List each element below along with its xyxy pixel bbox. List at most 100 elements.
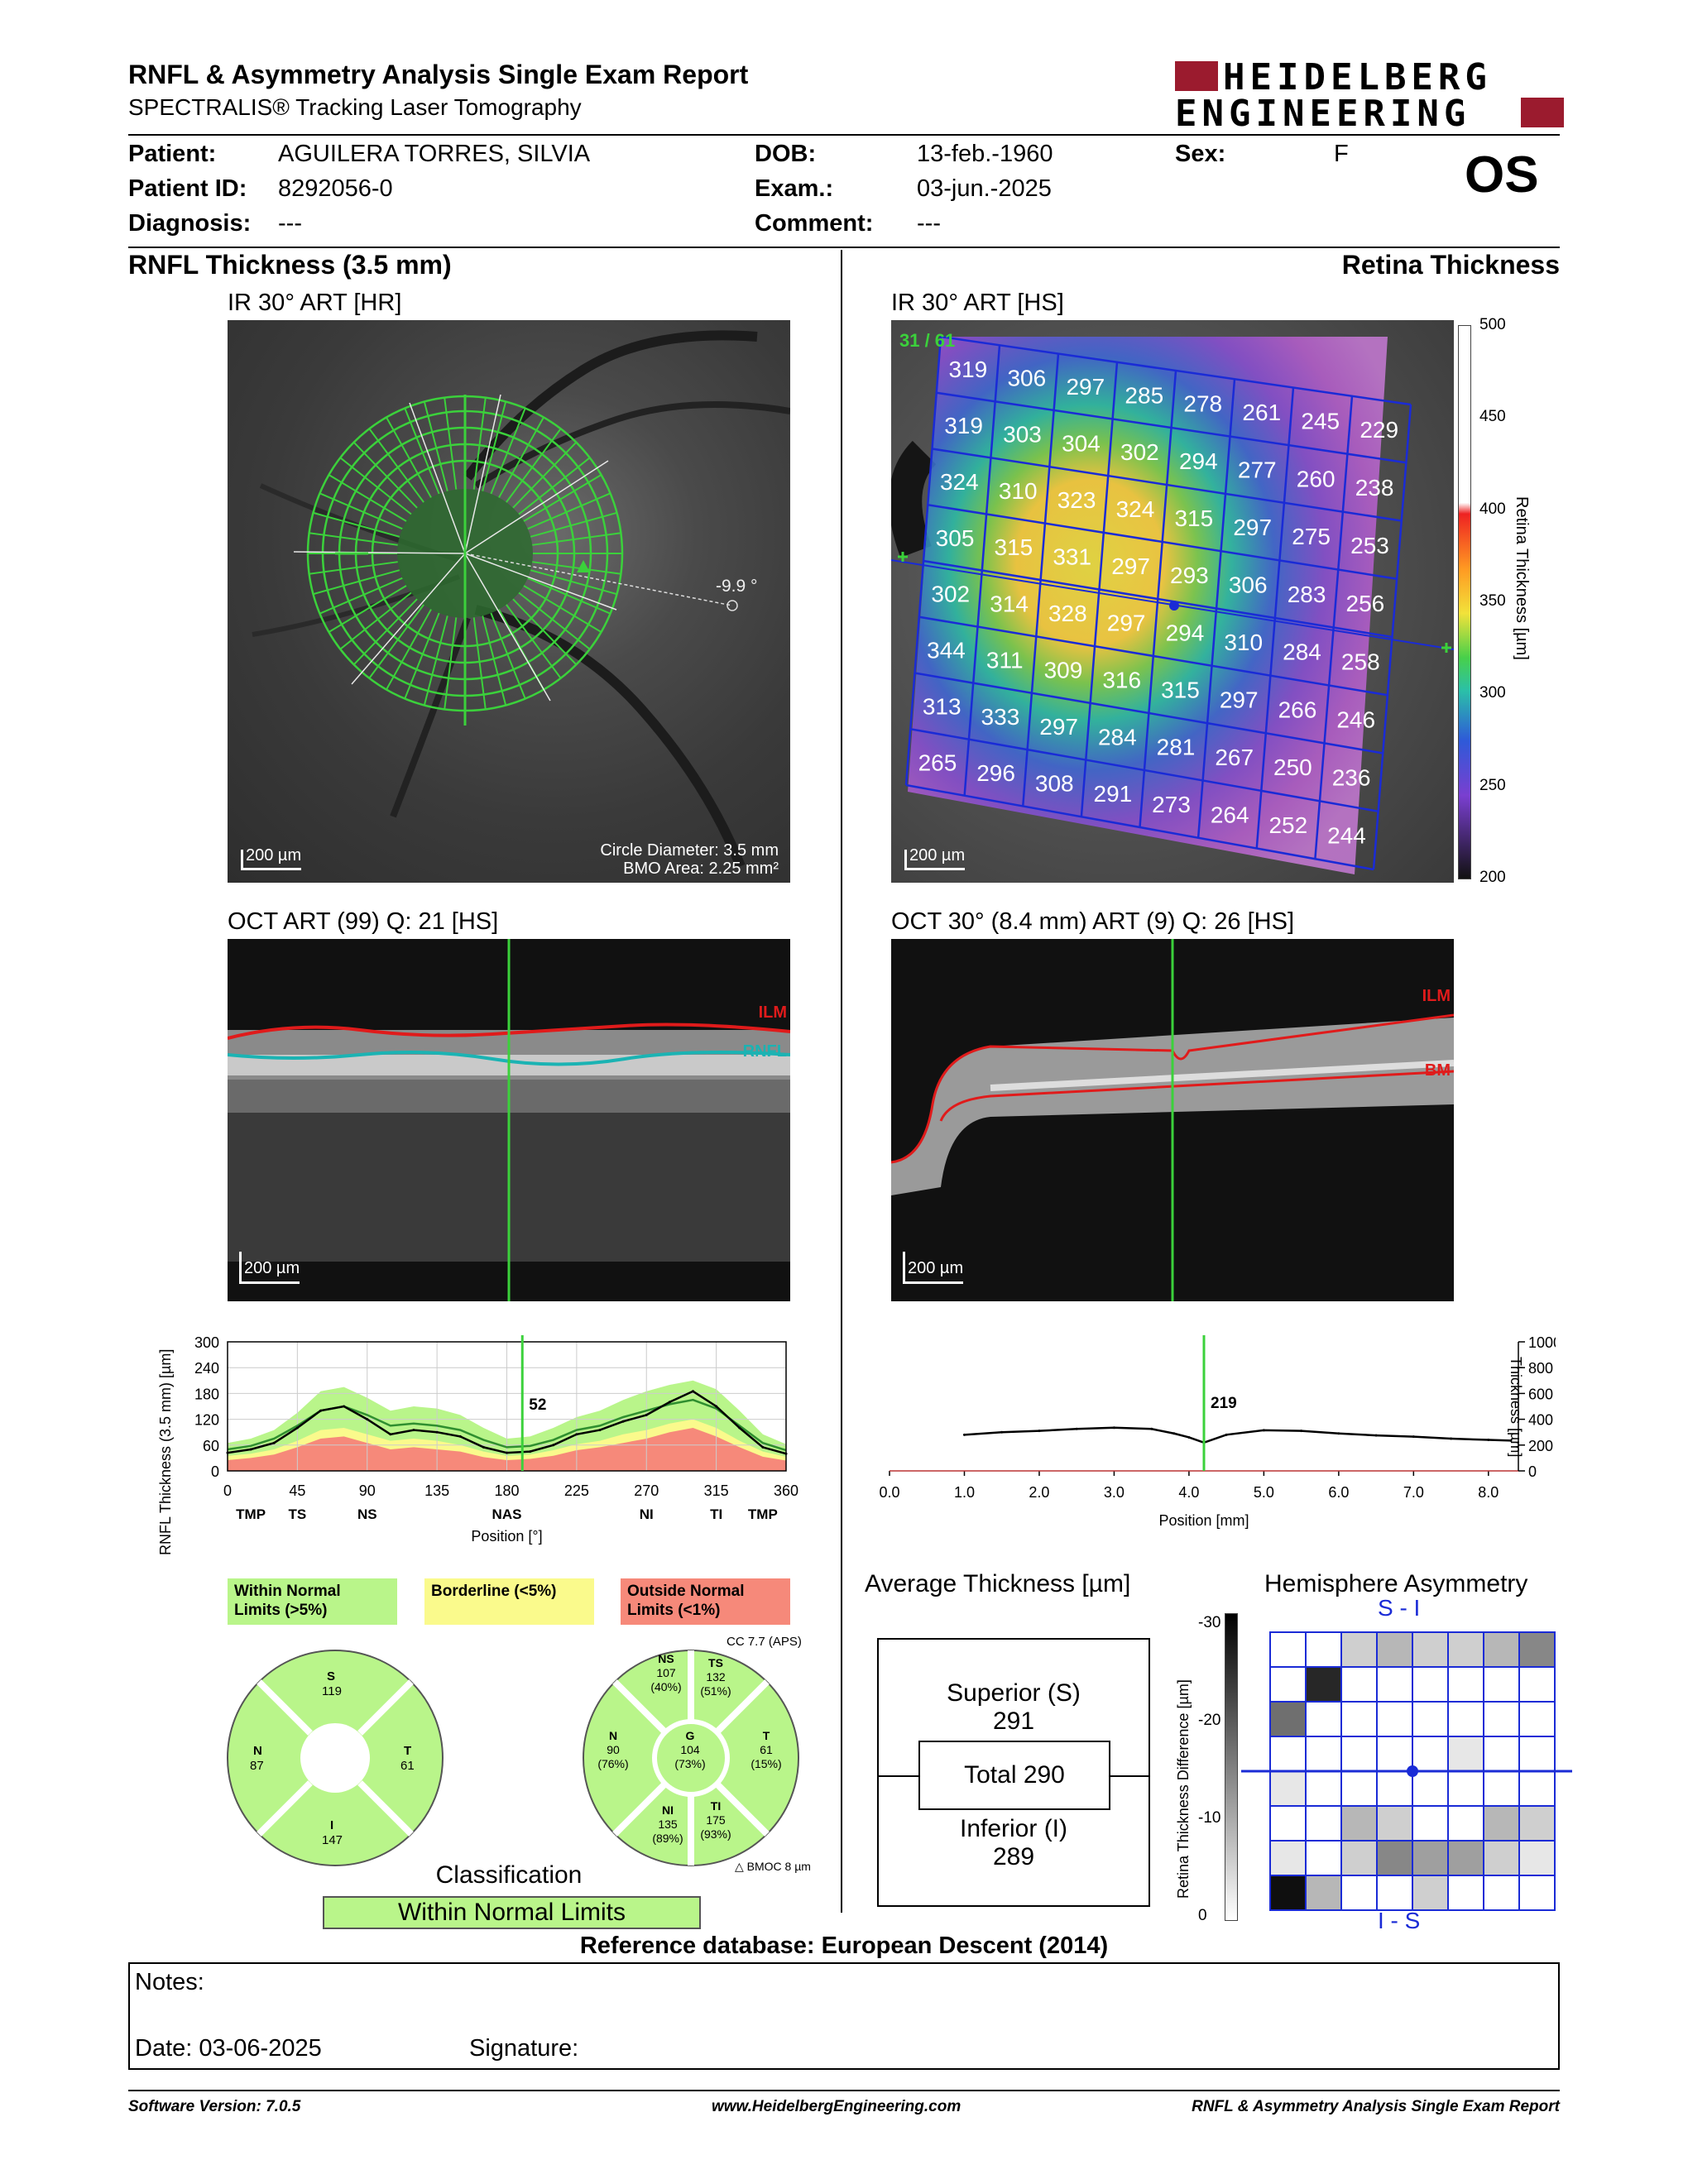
- y-tick-label: 240: [194, 1360, 219, 1377]
- data-point: [1487, 1439, 1490, 1442]
- sector-ts: TS 132 (51%): [700, 1656, 731, 1698]
- asymmetry-cell: [1412, 1736, 1449, 1772]
- grid-value: 297: [1111, 553, 1150, 579]
- grid-line: [1314, 395, 1354, 860]
- asymmetry-cell: [1269, 1770, 1307, 1807]
- thickness-colorbar: [1458, 325, 1471, 879]
- asymmetry-cell: [1269, 1875, 1307, 1911]
- y-tick-label: 200: [1528, 1438, 1553, 1454]
- scale-label: 200 µm: [246, 846, 302, 864]
- data-point: [1450, 1437, 1453, 1440]
- colorbar-tick-label: 500: [1479, 316, 1506, 333]
- sex-value: F: [1334, 141, 1349, 167]
- grid-value: 253: [1350, 533, 1389, 558]
- ir-angle-label: -9.9 °: [716, 577, 758, 596]
- scan-radial-line: [512, 441, 578, 509]
- sector-s-value: 119: [322, 1684, 342, 1698]
- dob-value: 13-feb.-1960: [917, 141, 1053, 167]
- grid-value: 261: [1242, 400, 1281, 425]
- grid-value: 314: [990, 591, 1029, 616]
- x-tick-label: 225: [564, 1482, 589, 1499]
- grid-line: [905, 783, 1374, 871]
- grid-value: 333: [981, 704, 1020, 730]
- plot-frame: [227, 1341, 787, 1472]
- scan-radial-line: [404, 612, 440, 699]
- x-tick-label: 135: [424, 1482, 449, 1499]
- asymmetry-cell: [1305, 1770, 1342, 1807]
- circle-diameter-label: Circle Diameter: 3.5 mm: [600, 841, 779, 860]
- grid-value: 266: [1278, 697, 1317, 722]
- hemisphere-asymmetry-title: Hemisphere Asymmetry: [1264, 1570, 1528, 1597]
- x-tick-label: 45: [289, 1482, 305, 1499]
- ir-scale-bar-right: 200 µm: [904, 847, 966, 870]
- legend-within-normal: Within Normal Limits (>5%): [228, 1578, 397, 1625]
- data-point: [645, 1413, 648, 1416]
- rnfl-profile-chart: 0 60 120 180 240 300 0 45 90 135 180 225 270 315 360 52…: [194, 1334, 798, 1545]
- grid-value: 264: [1211, 802, 1249, 827]
- grid-line: [1196, 379, 1236, 838]
- grid-value: 277: [1238, 457, 1277, 483]
- asymmetry-cell: [1269, 1631, 1307, 1668]
- sector-label: TS: [289, 1506, 307, 1522]
- total-thickness: Total 290: [918, 1741, 1110, 1810]
- diagnosis-label: Diagnosis:: [128, 210, 252, 237]
- x-tick-label: 8.0: [1478, 1484, 1499, 1501]
- data-point: [412, 1429, 415, 1432]
- asymmetry-cell: [1340, 1736, 1378, 1772]
- asymmetry-cell: [1483, 1666, 1520, 1703]
- data-point: [1337, 1432, 1340, 1435]
- sector-chart-six: [583, 1650, 799, 1866]
- y-tick-label: 600: [1528, 1386, 1553, 1402]
- data-point: [319, 1409, 322, 1412]
- data-point: [1172, 1432, 1176, 1435]
- scan-radial-line: [386, 609, 432, 691]
- y-tick-label: 180: [194, 1386, 219, 1402]
- x-tick-label: 4.0: [1178, 1484, 1199, 1501]
- asymmetry-cell: [1518, 1701, 1556, 1737]
- asymmetry-cell: [1376, 1875, 1413, 1911]
- scan-radial-line: [506, 604, 562, 679]
- superior-value: 291: [992, 1707, 1035, 1735]
- signature-label[interactable]: Signature:: [469, 2035, 579, 2062]
- sector-label: TI: [710, 1506, 722, 1522]
- data-point: [962, 1433, 966, 1436]
- asymmetry-top-label: S - I: [1378, 1595, 1421, 1621]
- data-point: [1000, 1430, 1004, 1434]
- grid-value: 284: [1098, 724, 1137, 750]
- inferior-label: Inferior (I): [959, 1815, 1068, 1842]
- notes-label[interactable]: Notes:: [135, 1969, 204, 1995]
- grid-value: 252: [1268, 812, 1307, 838]
- data-point: [552, 1444, 555, 1447]
- asymmetry-cell: [1269, 1840, 1307, 1876]
- x-tick-label: 90: [359, 1482, 376, 1499]
- grid-value: 229: [1360, 417, 1398, 443]
- scan-radial-line: [328, 474, 407, 522]
- patient-id-label: Patient ID:: [128, 175, 247, 202]
- asymmetry-cell: [1483, 1770, 1520, 1807]
- scan-radial-line: [352, 598, 418, 666]
- colorbar-tick-label: 200: [1479, 869, 1506, 886]
- ir-fundus-image-right: 319 306 297 285 278 261 245 229 319 303 304 302 294 2…: [891, 320, 1454, 883]
- grid-line: [923, 559, 1393, 639]
- grid-value: 285: [1125, 382, 1163, 408]
- asymmetry-cell: [1269, 1805, 1307, 1842]
- logo-text-1: HEIDELBERG: [1223, 56, 1492, 98]
- x-tick-label: 360: [774, 1482, 798, 1499]
- ir-image-title-right: IR 30° ART [HS]: [891, 290, 1064, 316]
- oct-scale-left: 200 µm: [239, 1252, 300, 1284]
- scan-radial-line: [313, 511, 400, 538]
- exam-value: 03-jun.-2025: [917, 175, 1052, 202]
- scan-radial-line: [368, 428, 424, 503]
- asymmetry-cell: [1305, 1805, 1342, 1842]
- data-point: [389, 1433, 392, 1436]
- asymmetry-cell: [1376, 1631, 1413, 1668]
- grid-value: 297: [1107, 611, 1146, 636]
- website-link[interactable]: www.HeidelbergEngineering.com: [712, 2098, 961, 2115]
- grid-value: 246: [1336, 706, 1375, 732]
- asymmetry-cell: [1447, 1736, 1484, 1772]
- asymmetry-cell: [1518, 1666, 1556, 1703]
- bmo-label: △ BMOC 8 µm: [735, 1860, 811, 1873]
- column-divider: [841, 250, 842, 1913]
- grid-value: 310: [1224, 630, 1263, 655]
